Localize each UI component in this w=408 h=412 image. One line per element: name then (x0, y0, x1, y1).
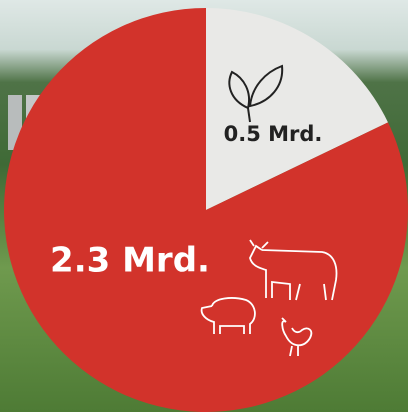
leaf-icon (228, 64, 284, 123)
pie (3, 8, 408, 412)
pie-slice (3, 8, 408, 412)
animal-icons (200, 239, 338, 357)
data-label: 0.5 Mrd. (224, 122, 323, 146)
pie-slice (206, 8, 388, 210)
data-label: 2.3 Mrd. (50, 241, 210, 281)
